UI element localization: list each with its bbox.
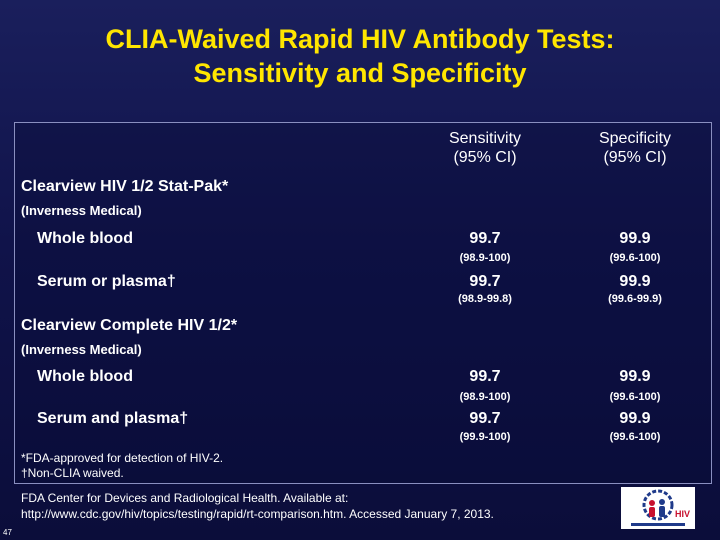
sensitivity-value: 99.7 [469, 230, 501, 247]
column-header-sensitivity-ci: (95% CI) [453, 149, 517, 166]
row-label: Whole blood [37, 230, 133, 247]
group-manufacturer: (Inverness Medical) [21, 342, 142, 357]
footnote: *FDA-approved for detection of HIV-2. [21, 451, 224, 465]
slide-title: CLIA-Waived Rapid HIV Antibody Tests: Se… [0, 22, 720, 90]
specificity-ci: (99.6-99.9) [608, 293, 662, 305]
logo-figure-head [649, 500, 655, 506]
row-label: Serum and plasma† [37, 410, 189, 427]
column-header-sensitivity: Sensitivity (95% CI) [415, 129, 555, 167]
specificity-value: 99.9 [619, 273, 651, 290]
logo-ring [642, 489, 674, 521]
column-header-sensitivity-label: Sensitivity [448, 130, 522, 147]
sensitivity-value: 99.7 [469, 273, 501, 290]
logo-figure-body [649, 507, 655, 517]
column-header-specificity-ci: (95% CI) [603, 149, 667, 166]
source-citation: FDA Center for Devices and Radiological … [21, 490, 494, 522]
slide-number: 47 [3, 528, 12, 537]
specificity-ci: (99.6-100) [609, 431, 661, 443]
specificity-ci: (99.6-100) [609, 252, 661, 264]
logo-figure-head [659, 499, 665, 505]
row-label: Serum or plasma† [37, 273, 176, 290]
group-title: Clearview Complete HIV 1/2* [21, 317, 238, 334]
results-table: Sensitivity (95% CI) Specificity (95% CI… [14, 122, 712, 484]
column-header-specificity: Specificity (95% CI) [565, 129, 705, 167]
group-title: Clearview HIV 1/2 Stat-Pak* [21, 178, 229, 195]
title-line-2: Sensitivity and Specificity [193, 58, 527, 88]
sensitivity-value: 99.7 [469, 368, 501, 385]
sensitivity-ci: (98.9-99.8) [458, 293, 512, 305]
specificity-ci: (99.6-100) [609, 391, 661, 403]
sensitivity-ci: (98.9-100) [459, 391, 511, 403]
column-header-specificity-label: Specificity [598, 130, 672, 147]
specificity-value: 99.9 [619, 410, 651, 427]
specificity-value: 99.9 [619, 230, 651, 247]
logo-tagline-bar [631, 523, 685, 526]
source-line-1: FDA Center for Devices and Radiological … [21, 491, 349, 505]
specificity-value: 99.9 [619, 368, 651, 385]
sensitivity-ci: (99.9-100) [459, 431, 511, 443]
group-manufacturer: (Inverness Medical) [21, 203, 142, 218]
logo-graphic: HIV [631, 489, 690, 526]
row-label: Whole blood [37, 368, 133, 385]
sensitivity-value: 99.7 [469, 410, 501, 427]
logo-hiv-text: HIV [675, 509, 690, 519]
title-line-1: CLIA-Waived Rapid HIV Antibody Tests: [105, 24, 615, 54]
hiv-campaign-logo: HIV [621, 487, 695, 529]
logo-figure-body [659, 506, 665, 517]
footnote: †Non-CLIA waived. [21, 466, 124, 480]
source-url: http://www.cdc.gov/hiv/topics/testing/ra… [21, 507, 494, 521]
sensitivity-ci: (98.9-100) [459, 252, 511, 264]
